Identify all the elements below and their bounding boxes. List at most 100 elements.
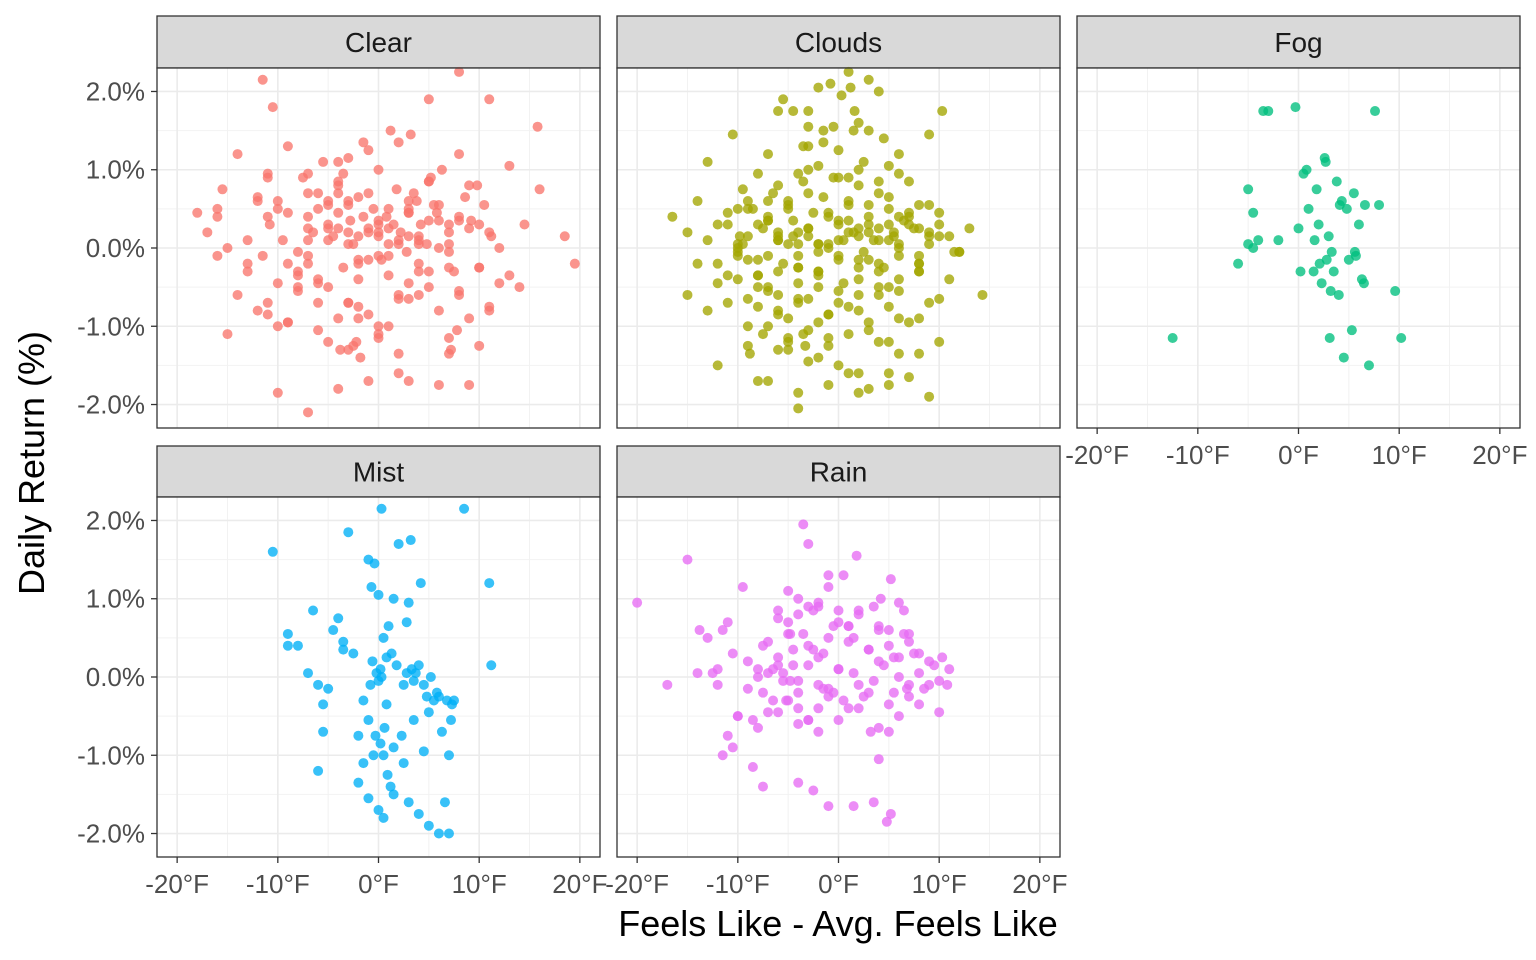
data-point bbox=[423, 282, 434, 293]
data-point bbox=[773, 231, 784, 242]
data-point bbox=[893, 168, 904, 179]
data-point bbox=[773, 613, 784, 624]
data-point bbox=[783, 585, 794, 596]
data-point bbox=[722, 270, 733, 281]
data-point bbox=[885, 808, 896, 819]
data-point bbox=[353, 192, 364, 203]
data-point bbox=[888, 687, 899, 698]
x-axis-rain: -20°F -10°F 0°F 10°F 20°F bbox=[605, 857, 1067, 899]
data-point bbox=[793, 387, 804, 398]
data-point bbox=[793, 239, 804, 250]
data-point bbox=[833, 605, 844, 616]
data-point bbox=[559, 231, 570, 242]
data-point bbox=[813, 239, 824, 250]
data-point bbox=[408, 675, 419, 686]
data-point bbox=[833, 297, 844, 308]
data-point bbox=[1233, 258, 1244, 269]
data-point bbox=[335, 344, 346, 355]
data-point bbox=[793, 403, 804, 414]
data-point bbox=[893, 597, 904, 608]
data-point bbox=[1301, 164, 1312, 175]
data-point bbox=[813, 82, 824, 93]
x-tick-label: -20°F bbox=[1065, 440, 1129, 470]
data-point bbox=[803, 538, 814, 549]
data-point bbox=[737, 184, 748, 195]
data-point bbox=[323, 336, 334, 347]
data-point bbox=[833, 664, 844, 675]
data-point bbox=[833, 145, 844, 156]
data-point bbox=[883, 160, 894, 171]
data-point bbox=[385, 125, 396, 136]
data-point bbox=[823, 333, 834, 343]
data-point bbox=[383, 239, 394, 250]
data-point bbox=[358, 211, 369, 222]
data-point bbox=[413, 289, 424, 300]
data-point bbox=[836, 90, 847, 101]
data-point bbox=[358, 137, 369, 148]
data-point bbox=[333, 313, 344, 324]
data-point bbox=[433, 828, 444, 839]
data-point bbox=[914, 250, 925, 261]
data-point bbox=[818, 137, 829, 148]
data-point bbox=[373, 250, 384, 261]
data-point bbox=[763, 196, 774, 207]
data-point bbox=[443, 333, 454, 343]
facet-clouds: Clouds bbox=[616, 15, 1061, 429]
data-point bbox=[893, 286, 904, 297]
data-point bbox=[449, 695, 460, 706]
data-point bbox=[883, 368, 894, 379]
data-point bbox=[1273, 235, 1284, 246]
data-point bbox=[778, 675, 789, 686]
data-point bbox=[338, 636, 349, 647]
data-point bbox=[873, 282, 884, 293]
data-point bbox=[403, 797, 414, 808]
data-point bbox=[873, 86, 884, 97]
data-point bbox=[838, 278, 849, 289]
data-point bbox=[783, 617, 794, 628]
data-point bbox=[803, 141, 814, 152]
data-point bbox=[853, 368, 864, 379]
data-point bbox=[1359, 199, 1370, 210]
data-point bbox=[878, 133, 889, 144]
data-point bbox=[423, 707, 434, 718]
data-point bbox=[1363, 360, 1374, 371]
data-point bbox=[873, 722, 884, 733]
data-point bbox=[232, 149, 243, 160]
x-tick-label: -20°F bbox=[145, 869, 209, 899]
data-point bbox=[313, 325, 324, 336]
y-axis-mist: -2.0% -1.0% 0.0% 1.0% 2.0% bbox=[77, 505, 157, 849]
data-point bbox=[519, 219, 530, 230]
data-point bbox=[914, 258, 925, 269]
data-point bbox=[308, 605, 319, 616]
data-point bbox=[742, 203, 753, 214]
data-point bbox=[484, 227, 495, 238]
data-point bbox=[534, 184, 545, 195]
data-point bbox=[1311, 184, 1322, 195]
data-point bbox=[262, 172, 273, 183]
data-point bbox=[632, 597, 643, 608]
data-point bbox=[848, 632, 859, 643]
data-point bbox=[954, 246, 965, 257]
points-fog bbox=[1167, 102, 1407, 371]
data-point bbox=[813, 270, 824, 281]
data-point bbox=[752, 722, 763, 733]
major-grid-rain bbox=[617, 497, 1060, 857]
data-point bbox=[353, 313, 364, 324]
y-tick-label: -1.0% bbox=[77, 311, 145, 341]
data-point bbox=[323, 683, 334, 694]
data-point bbox=[358, 695, 369, 706]
data-point bbox=[863, 383, 874, 394]
data-point bbox=[763, 376, 774, 387]
data-point bbox=[376, 503, 387, 514]
data-point bbox=[363, 145, 374, 156]
data-point bbox=[763, 321, 774, 332]
data-point bbox=[813, 726, 824, 737]
data-point bbox=[1303, 203, 1314, 214]
data-point bbox=[781, 695, 792, 706]
data-point bbox=[757, 781, 768, 792]
panels-layer: Clear -2.0% -1.0% 0.0% 1.0% 2.0% Clouds Fog -20°… bbox=[77, 15, 1527, 899]
data-point bbox=[454, 66, 465, 77]
data-point bbox=[303, 668, 314, 679]
data-point bbox=[914, 313, 925, 324]
data-point bbox=[479, 199, 490, 210]
